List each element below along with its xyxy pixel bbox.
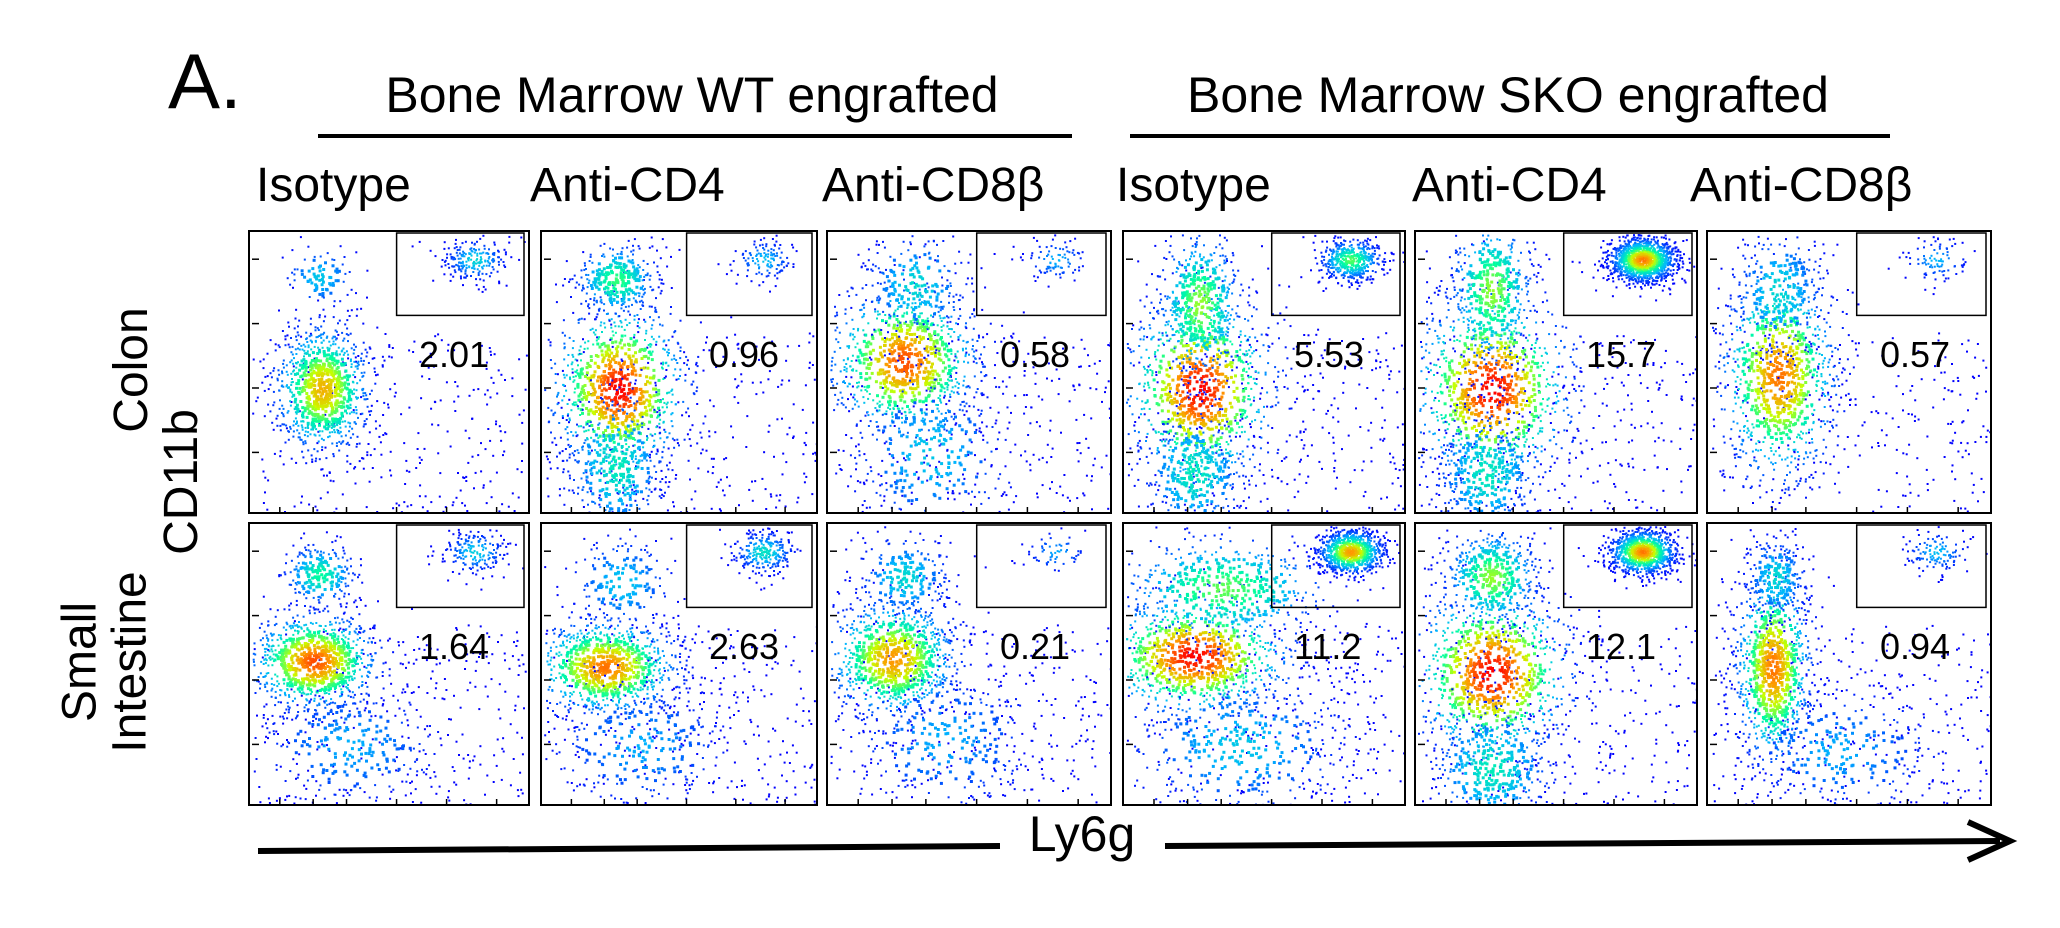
gate-rectangle bbox=[685, 232, 813, 317]
axis-ticks bbox=[1418, 550, 1666, 804]
column-label-anti-cd8b-sko: Anti-CD8β bbox=[1690, 162, 1912, 210]
gate-percent-label: 0.94 bbox=[1880, 629, 1950, 665]
density-plot-canvas bbox=[544, 232, 816, 512]
density-plot: 0.58 bbox=[826, 230, 1112, 514]
gate-rectangle bbox=[1855, 232, 1987, 317]
event-dots bbox=[1418, 234, 1696, 512]
axis-ticks bbox=[830, 550, 1079, 804]
density-plot: 15.7 bbox=[1414, 230, 1698, 514]
density-plot: 11.2 bbox=[1122, 522, 1406, 806]
gate-percent-label: 0.96 bbox=[709, 337, 779, 373]
event-dots bbox=[544, 527, 816, 804]
gate-percent-label: 2.01 bbox=[419, 337, 489, 373]
density-plot: 0.21 bbox=[826, 522, 1112, 806]
density-plot-canvas bbox=[252, 232, 528, 512]
gate-percent-label: 2.63 bbox=[709, 629, 779, 665]
group-line-wt bbox=[318, 134, 1072, 138]
gate-percent-label: 0.21 bbox=[1000, 629, 1070, 665]
density-plot-canvas bbox=[830, 232, 1110, 512]
axis-ticks bbox=[830, 258, 1079, 512]
density-plot-canvas bbox=[1126, 524, 1404, 804]
x-axis-label: Ly6g bbox=[1029, 809, 1136, 859]
column-label-anti-cd4-wt: Anti-CD4 bbox=[530, 162, 725, 210]
column-label-anti-cd8b-wt: Anti-CD8β bbox=[822, 162, 1044, 210]
axis-ticks bbox=[1710, 550, 1959, 804]
density-plot: 1.64 bbox=[248, 522, 530, 806]
gate-percent-label: 15.7 bbox=[1586, 337, 1656, 373]
gate-rectangle bbox=[395, 232, 525, 317]
density-plot-canvas bbox=[1710, 524, 1990, 804]
event-dots bbox=[1126, 234, 1404, 512]
gate-rectangle bbox=[975, 524, 1107, 609]
density-plot: 0.94 bbox=[1706, 522, 1992, 806]
group-line-sko bbox=[1130, 134, 1890, 138]
gate-rectangle bbox=[1270, 524, 1401, 609]
panel-letter: A. bbox=[168, 42, 242, 120]
density-plot: 12.1 bbox=[1414, 522, 1698, 806]
axis-ticks bbox=[252, 258, 498, 512]
density-plot-canvas bbox=[1418, 524, 1696, 804]
event-dots bbox=[252, 528, 527, 804]
event-dots bbox=[544, 234, 816, 512]
density-plot: 0.57 bbox=[1706, 230, 1992, 514]
axis-ticks bbox=[1126, 258, 1374, 512]
column-label-anti-cd4-sko: Anti-CD4 bbox=[1412, 162, 1607, 210]
gate-rectangle bbox=[1562, 232, 1693, 317]
axis-ticks bbox=[1710, 258, 1959, 512]
axis-ticks bbox=[1418, 258, 1666, 512]
gate-rectangle bbox=[685, 524, 813, 609]
gate-rectangle bbox=[1855, 524, 1987, 609]
density-plot-canvas bbox=[830, 524, 1110, 804]
density-plot-canvas bbox=[1418, 232, 1696, 512]
gate-percent-label: 12.1 bbox=[1586, 629, 1656, 665]
axis-ticks bbox=[252, 550, 498, 804]
group-title-sko: Bone Marrow SKO engrafted bbox=[1187, 70, 1829, 120]
axis-ticks bbox=[1126, 550, 1374, 804]
gate-rectangle bbox=[1562, 524, 1693, 609]
density-plot-canvas bbox=[544, 524, 816, 804]
gate-percent-label: 1.64 bbox=[419, 629, 489, 665]
event-dots bbox=[830, 234, 1110, 512]
event-dots bbox=[252, 234, 528, 512]
gate-percent-label: 0.58 bbox=[1000, 337, 1070, 373]
gate-percent-label: 0.57 bbox=[1880, 337, 1950, 373]
axis-ticks bbox=[544, 550, 786, 804]
column-label-isotype-sko: Isotype bbox=[1116, 162, 1271, 210]
event-dots bbox=[830, 526, 1110, 804]
event-dots bbox=[1712, 526, 1990, 804]
gate-rectangle bbox=[975, 232, 1107, 317]
gate-rectangle bbox=[395, 524, 525, 609]
gate-percent-label: 11.2 bbox=[1294, 629, 1361, 665]
density-plot: 2.63 bbox=[540, 522, 818, 806]
event-dots bbox=[1418, 526, 1696, 804]
density-plot: 0.96 bbox=[540, 230, 818, 514]
density-plot: 2.01 bbox=[248, 230, 530, 514]
event-dots bbox=[1712, 235, 1990, 512]
group-title-wt: Bone Marrow WT engrafted bbox=[385, 70, 998, 120]
gate-rectangle bbox=[1270, 232, 1401, 317]
density-plot: 5.53 bbox=[1122, 230, 1406, 514]
density-plot-canvas bbox=[1710, 232, 1990, 512]
gate-percent-label: 5.53 bbox=[1294, 337, 1364, 373]
density-plot-canvas bbox=[252, 524, 527, 804]
event-dots bbox=[1126, 526, 1404, 804]
density-plot-canvas bbox=[1126, 232, 1404, 512]
axis-ticks bbox=[544, 258, 786, 512]
column-label-isotype-wt: Isotype bbox=[256, 162, 411, 210]
